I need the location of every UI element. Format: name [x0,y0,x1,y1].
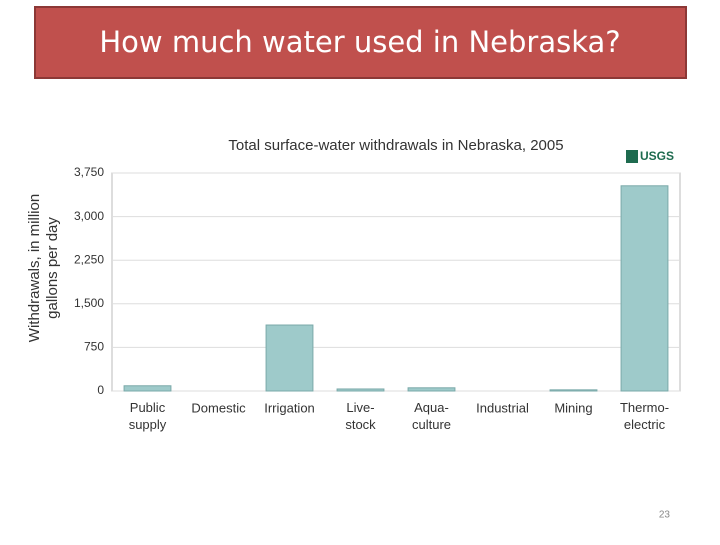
x-tick-label: Domestic [191,400,246,415]
x-tick-label: Aqua-culture [412,400,451,432]
y-axis-label: Withdrawals, in million [26,194,43,342]
chart-title: Total surface-water withdrawals in Nebra… [228,137,563,154]
bar [407,387,456,392]
x-tick-label: Live-stock [345,400,376,432]
bar [549,389,598,392]
bar [265,324,314,392]
y-tick-label: 3,750 [74,165,104,179]
y-tick-label: 1,500 [74,296,104,310]
title-box [34,6,687,79]
y-tick-label: 3,000 [74,209,104,223]
x-tick-label: Thermo-electric [620,400,669,432]
bar [336,388,385,392]
page-number: 23 [659,510,671,521]
x-tick-label: Public supply [129,400,167,432]
y-axis-label: gallons per day [44,217,61,319]
slide-title: How much water used in Nebraska? [99,25,620,59]
logo-mark [626,150,638,163]
x-tick-label: Irrigation [264,400,315,415]
plot-area [111,172,681,392]
y-tick-label: 2,250 [74,252,104,266]
logo: USGS [640,149,674,163]
x-tick-label: Industrial [476,400,529,415]
bar [123,385,172,392]
bar [620,185,669,392]
y-tick-label: 750 [84,340,104,354]
y-tick-label: 0 [97,383,104,397]
x-tick-label: Mining [554,400,592,415]
